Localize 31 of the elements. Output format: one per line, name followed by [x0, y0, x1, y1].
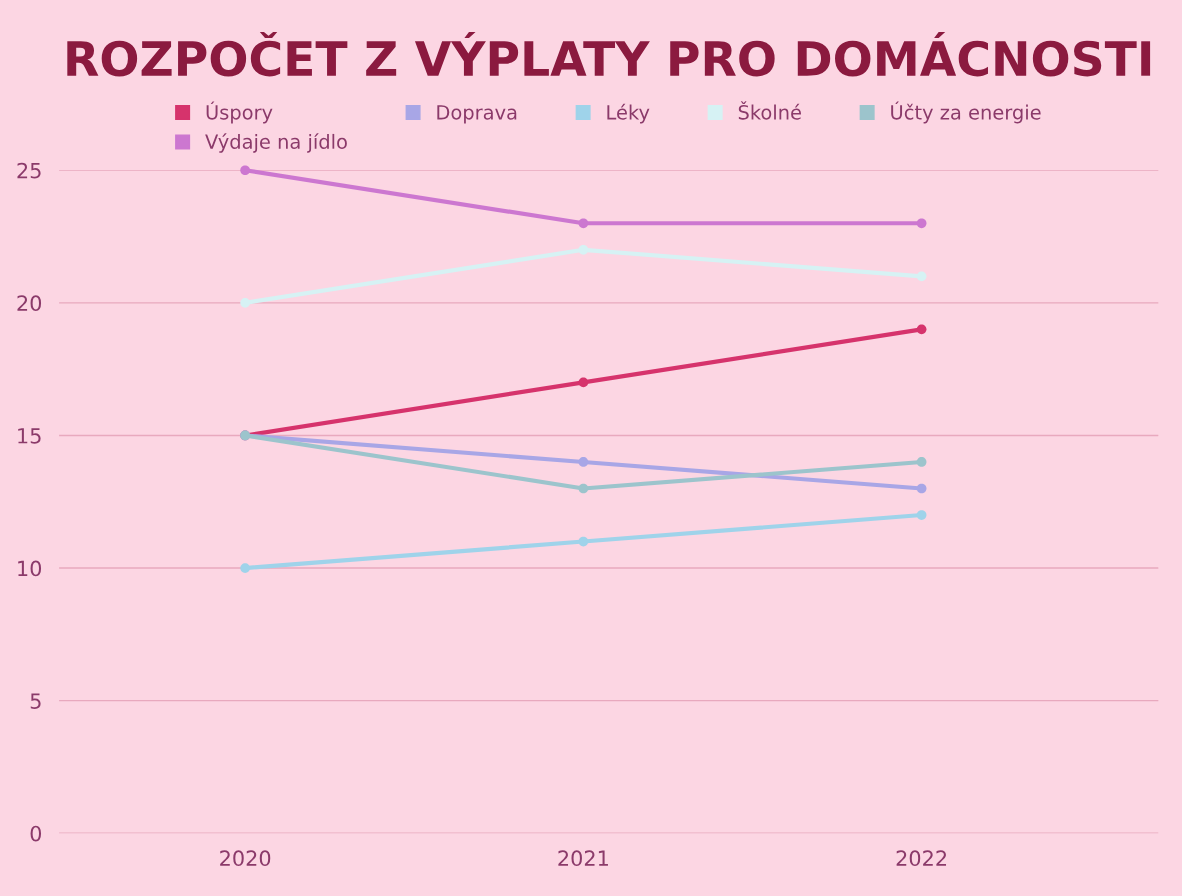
point: [578, 483, 589, 494]
y-tick-label: 0: [30, 825, 42, 842]
point: [240, 165, 250, 176]
point: [240, 563, 250, 573]
point: [578, 244, 589, 255]
point: [578, 536, 589, 547]
point: [578, 218, 589, 229]
point: [916, 324, 927, 335]
point: [578, 377, 589, 388]
x-tick-label: 2020: [220, 850, 271, 867]
legend-label: Úspory: [206, 101, 273, 124]
point: [916, 271, 927, 282]
y-tick-label: 15: [18, 428, 41, 444]
y-tick-label: 5: [30, 693, 41, 709]
legend-label: Školné: [738, 101, 801, 120]
point: [916, 510, 927, 520]
legend-label: Výdaje na jídlo: [205, 133, 347, 153]
point: [916, 218, 927, 229]
point: [916, 483, 927, 494]
chart-title: ROZPOČET Z VÝPLATY PRO DOMÁCNOSTI: [67, 32, 1151, 77]
y-tick-label: 10: [18, 560, 42, 577]
point: [240, 297, 250, 308]
x-tick-label: 2021: [558, 850, 608, 867]
legend-label: Účty za energie: [891, 101, 1041, 124]
x-tick-label: 2022: [896, 850, 947, 867]
y-tick-label: 20: [17, 295, 42, 312]
legend-label: Léky: [607, 103, 650, 124]
point: [578, 457, 589, 467]
point: [916, 457, 927, 467]
legend-label: Doprava: [437, 105, 517, 124]
y-tick-label: 25: [17, 162, 41, 179]
